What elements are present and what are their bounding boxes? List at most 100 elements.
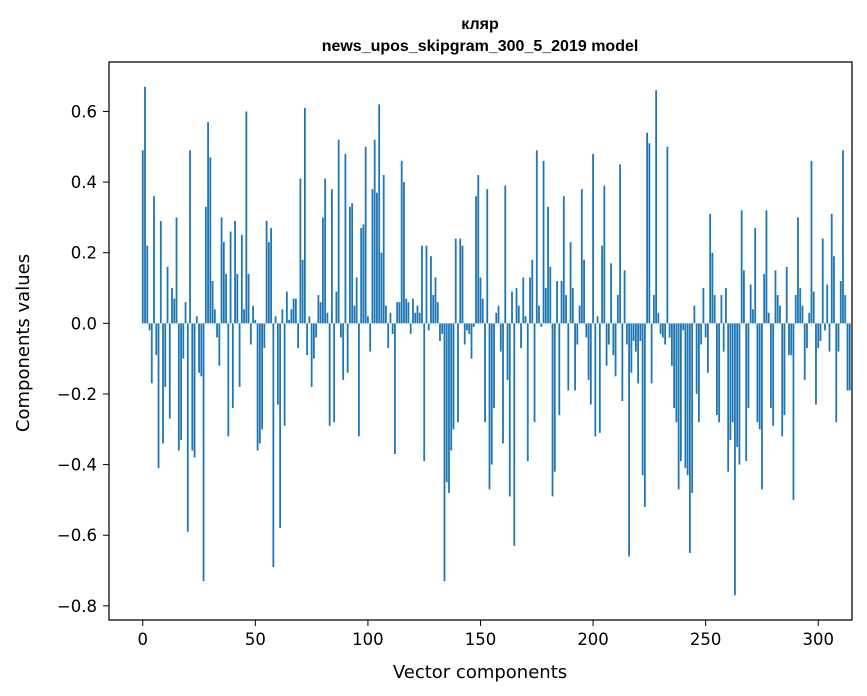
x-tick-label: 50: [245, 630, 266, 649]
y-tick-label: −0.2: [57, 385, 97, 404]
bar: [781, 323, 784, 437]
bar: [540, 323, 543, 327]
bar: [153, 196, 155, 324]
bar: [330, 189, 333, 324]
bar: [454, 238, 457, 324]
bar: [603, 185, 606, 324]
bar: [767, 312, 770, 324]
bar: [524, 316, 527, 324]
bar: [616, 295, 619, 324]
bar: [486, 189, 489, 324]
bar: [495, 312, 498, 324]
bar: [481, 298, 484, 324]
bar: [529, 277, 531, 324]
bar: [713, 295, 716, 324]
bar: [173, 298, 176, 324]
bar: [204, 206, 207, 324]
bar: [677, 323, 680, 490]
bar: [587, 323, 590, 380]
bar: [792, 323, 795, 500]
bar: [436, 302, 439, 324]
bar: [344, 153, 347, 324]
bar: [808, 312, 811, 324]
bar: [619, 164, 621, 324]
bar: [675, 323, 678, 423]
x-axis-ticks: 0 50 100 150 200 250 300: [138, 620, 834, 649]
x-tick-label: 300: [802, 630, 834, 649]
bar: [731, 323, 734, 423]
bar: [567, 323, 570, 391]
bar: [670, 323, 673, 366]
bar: [776, 295, 779, 324]
bar: [450, 323, 453, 451]
bar: [340, 323, 342, 338]
bar: [691, 323, 694, 493]
bar: [351, 203, 354, 324]
bar: [743, 270, 745, 324]
bar: [722, 323, 725, 352]
bar: [394, 323, 396, 455]
bar: [517, 305, 520, 324]
y-tick-label: −0.8: [57, 597, 97, 616]
bar: [533, 323, 536, 423]
bar: [497, 305, 500, 324]
bar: [655, 90, 658, 324]
bar: [679, 323, 682, 462]
bar: [445, 323, 448, 483]
x-tick-label: 250: [690, 630, 722, 649]
bar: [249, 323, 252, 345]
bar: [412, 298, 414, 324]
bar: [716, 323, 718, 416]
bar: [688, 323, 691, 553]
bar: [844, 295, 847, 324]
bar: [544, 288, 547, 324]
bar: [256, 323, 259, 451]
bar: [682, 323, 685, 331]
bar: [535, 150, 538, 324]
bar: [668, 323, 671, 338]
bar: [195, 316, 198, 324]
bar: [643, 323, 646, 507]
bar: [310, 323, 313, 387]
bar: [652, 295, 655, 324]
bar: [817, 323, 820, 349]
bar: [592, 153, 594, 324]
bar: [835, 323, 838, 423]
bar: [389, 312, 392, 324]
bar: [276, 323, 279, 405]
bar: [184, 302, 187, 324]
bar: [297, 323, 300, 349]
bar: [526, 323, 529, 462]
bar: [727, 323, 730, 472]
bar: [236, 273, 239, 324]
bar: [213, 309, 216, 324]
bar: [159, 220, 162, 324]
bar: [200, 323, 203, 377]
bar: [819, 323, 822, 341]
bar: [785, 266, 788, 324]
bar: [301, 259, 304, 324]
bar: [803, 323, 806, 380]
bar: [364, 146, 367, 324]
bar: [806, 323, 808, 349]
x-tick-label: 150: [465, 630, 497, 649]
bar: [707, 323, 709, 373]
bar: [641, 323, 644, 476]
bar: [756, 323, 759, 423]
bar: [589, 323, 592, 405]
bar: [472, 323, 475, 327]
bar: [427, 323, 430, 331]
bar: [355, 277, 358, 324]
bar: [729, 323, 732, 440]
bar: [303, 107, 306, 324]
bar: [598, 323, 601, 433]
bar: [623, 270, 626, 324]
bar: [594, 323, 597, 437]
chart-title: кляр: [461, 16, 499, 33]
bar: [227, 323, 230, 437]
bar: [457, 323, 459, 423]
bar: [378, 104, 381, 324]
bar: [441, 323, 444, 334]
bar: [434, 277, 437, 324]
x-axis-label: Vector components: [393, 662, 567, 683]
